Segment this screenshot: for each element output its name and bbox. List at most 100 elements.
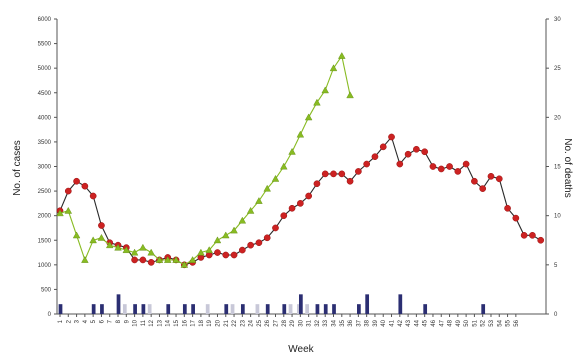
x-tick-label: 53: [489, 319, 495, 326]
series-1-point: [537, 236, 545, 244]
y2-tick-label: 10: [554, 214, 561, 220]
series-1-point: [313, 180, 321, 188]
x-tick-label: 38: [365, 319, 371, 326]
y2-tick-label: 5: [554, 263, 558, 269]
x-tick-label: 46: [431, 319, 437, 326]
x-tick-label: 29: [290, 319, 296, 326]
series-2-point: [147, 248, 155, 256]
x-tick-label: 27: [273, 319, 279, 326]
series-2-point: [230, 226, 238, 234]
series-1-point: [371, 153, 379, 161]
series-2-point: [271, 174, 280, 182]
series-1-point: [64, 187, 72, 195]
x-tick-label: 10: [133, 319, 139, 326]
series-1-point: [479, 185, 487, 192]
series-2-point: [313, 98, 321, 106]
series-2-point: [197, 248, 205, 256]
series-1-point: [297, 200, 304, 207]
series-2-point: [304, 113, 313, 121]
x-tick-label: 8: [116, 319, 122, 323]
x-tick-label: 52: [481, 319, 487, 326]
bar-light: [305, 304, 310, 314]
x-tick-label: 17: [191, 319, 197, 326]
x-tick-label: 50: [464, 319, 470, 326]
series-1-point: [280, 212, 288, 220]
y-tick-label: 5500: [38, 42, 52, 48]
series-1-point: [214, 249, 221, 256]
axes: [56, 19, 547, 315]
x-tick-label: 7: [108, 319, 114, 323]
bar-light: [205, 304, 210, 314]
bar-dark: [357, 304, 361, 314]
bar-dark: [116, 294, 121, 314]
x-tick-label: 32: [315, 319, 321, 326]
x-tick-label: 40: [381, 319, 387, 326]
series-1-point: [131, 256, 138, 264]
x-tick-label: 45: [423, 319, 429, 326]
bar-dark: [481, 304, 486, 314]
x-tick-label: 51: [472, 319, 478, 326]
series-2-point: [280, 162, 288, 170]
x-tick-label: 54: [497, 319, 503, 326]
x-tick-label: 28: [282, 319, 288, 326]
series-1-point: [222, 251, 230, 259]
series-2-point: [288, 147, 296, 155]
x-tick-label: 24: [249, 319, 255, 326]
bar-dark: [365, 294, 370, 314]
y2-tick-label: 30: [554, 17, 561, 23]
series-1-point: [404, 150, 412, 158]
series-1-point: [321, 170, 329, 178]
y-tick-label: 4000: [38, 115, 52, 121]
y-tick-label: 5000: [38, 66, 52, 72]
series-1-point: [454, 168, 462, 175]
x-tick-label: 16: [182, 319, 188, 326]
x-tick-label: 1: [58, 319, 64, 323]
bar-light: [255, 304, 260, 314]
series-2-point: [255, 197, 263, 204]
y2-axis-ticks: 0 5 10 15 20 25 30: [546, 17, 561, 318]
series-1-point: [73, 177, 80, 185]
series-1-point: [504, 204, 511, 212]
series-1-point: [147, 259, 155, 266]
series-1-point: [338, 170, 346, 178]
series-2-point: [238, 216, 247, 224]
bar-light: [147, 304, 152, 314]
x-tick-label: 49: [456, 319, 462, 326]
x-axis-ticks: 1 2 3 4 5 6 7 8 9 10 11 12 13 14 15 16 17 18 19 20 21 22 23 24 2…: [58, 314, 520, 327]
series-1-point: [89, 192, 97, 200]
x-tick-label: 12: [149, 319, 155, 326]
series-1-point: [529, 231, 536, 239]
bar-dark: [423, 304, 428, 314]
series-2-point: [338, 52, 346, 59]
y-tick-label: 3000: [38, 165, 52, 171]
series-1-point: [288, 204, 296, 212]
x-tick-label: 26: [265, 319, 271, 326]
x-tick-label: 36: [348, 319, 354, 326]
bar-dark: [282, 304, 287, 314]
bar-dark: [133, 304, 137, 314]
series-2-point: [263, 184, 271, 192]
series-2-point: [56, 209, 64, 217]
x-tick-label: 15: [174, 319, 180, 326]
x-tick-label: 5: [91, 319, 97, 323]
x-tick-label: 55: [506, 319, 512, 326]
series-2-point: [114, 243, 122, 251]
series-1-point: [495, 175, 503, 183]
x-tick-label: 41: [390, 319, 396, 326]
death-bars: [58, 294, 486, 314]
x-tick-label: 47: [439, 319, 445, 326]
x-tick-label: 48: [448, 319, 454, 326]
x-tick-label: 9: [124, 319, 130, 323]
series-1-point: [355, 168, 362, 175]
y-tick-label: 6000: [38, 17, 52, 23]
bar-light: [230, 304, 235, 314]
series-2-point: [329, 64, 338, 72]
series-2-point: [222, 231, 230, 239]
series-1-point: [305, 192, 312, 200]
y-tick-label: 2500: [38, 189, 52, 195]
bar-dark: [265, 304, 270, 314]
x-tick-label: 18: [199, 319, 205, 326]
y-tick-label: 4500: [38, 91, 52, 97]
bar-dark: [398, 294, 403, 314]
x-tick-label: 11: [141, 319, 147, 326]
